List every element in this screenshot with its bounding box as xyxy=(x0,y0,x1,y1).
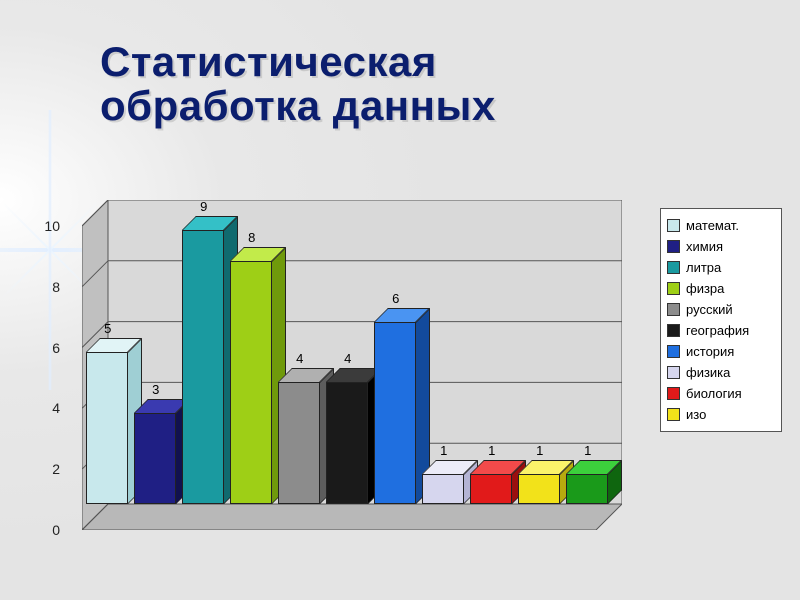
legend-swatch xyxy=(667,303,680,316)
bar-value-label: 1 xyxy=(440,443,447,458)
bar: 4 xyxy=(326,382,368,504)
bar-value-label: 9 xyxy=(200,199,207,214)
legend-item: изо xyxy=(667,404,775,425)
legend-item: математ. xyxy=(667,215,775,236)
bars-container: 53984461111 xyxy=(82,200,622,504)
bar: 1 xyxy=(518,474,560,504)
legend-swatch xyxy=(667,387,680,400)
legend-item: химия xyxy=(667,236,775,257)
bar-value-label: 4 xyxy=(344,351,351,366)
legend-swatch xyxy=(667,240,680,253)
legend-swatch xyxy=(667,408,680,421)
bar: 5 xyxy=(86,352,128,504)
bar-value-label: 1 xyxy=(584,443,591,458)
legend-label: география xyxy=(686,323,749,338)
bar: 3 xyxy=(134,413,176,504)
bar: 6 xyxy=(374,322,416,504)
legend-item: литра xyxy=(667,257,775,278)
bar-value-label: 8 xyxy=(248,230,255,245)
bar: 8 xyxy=(230,261,272,504)
bar-value-label: 6 xyxy=(392,291,399,306)
legend-swatch xyxy=(667,324,680,337)
bar: 1 xyxy=(422,474,464,504)
bar-value-label: 4 xyxy=(296,351,303,366)
y-tick-label: 2 xyxy=(30,461,60,477)
bar-chart-3d: 53984461111 0246810 xyxy=(30,200,640,570)
bar-value-label: 3 xyxy=(152,382,159,397)
legend-item: история xyxy=(667,341,775,362)
legend-item: физика xyxy=(667,362,775,383)
bar: 1 xyxy=(470,474,512,504)
bar-value-label: 1 xyxy=(488,443,495,458)
legend-label: математ. xyxy=(686,218,739,233)
legend-item: русский xyxy=(667,299,775,320)
legend-swatch xyxy=(667,282,680,295)
bar-value-label: 1 xyxy=(536,443,543,458)
legend-swatch xyxy=(667,345,680,358)
y-tick-label: 4 xyxy=(30,400,60,416)
bar-value-label: 5 xyxy=(104,321,111,336)
bar: 4 xyxy=(278,382,320,504)
y-tick-label: 0 xyxy=(30,522,60,538)
legend-label: литра xyxy=(686,260,721,275)
legend-label: история xyxy=(686,344,734,359)
legend-item: география xyxy=(667,320,775,341)
legend-label: изо xyxy=(686,407,706,422)
slide-title: Статистическая обработка данных xyxy=(100,40,496,128)
plot-area: 53984461111 0246810 xyxy=(82,200,622,530)
legend-label: физра xyxy=(686,281,724,296)
legend-item: физра xyxy=(667,278,775,299)
y-tick-label: 8 xyxy=(30,279,60,295)
legend-label: биология xyxy=(686,386,742,401)
legend-label: русский xyxy=(686,302,733,317)
legend-label: химия xyxy=(686,239,723,254)
title-line-1: Статистическая xyxy=(100,40,496,84)
bar: 9 xyxy=(182,230,224,504)
bar: 1 xyxy=(566,474,608,504)
legend-label: физика xyxy=(686,365,730,380)
y-tick-label: 10 xyxy=(30,218,60,234)
legend-swatch xyxy=(667,366,680,379)
legend-swatch xyxy=(667,219,680,232)
legend-item: биология xyxy=(667,383,775,404)
title-line-2: обработка данных xyxy=(100,84,496,128)
y-tick-label: 6 xyxy=(30,340,60,356)
legend: математ. химия литра физра русский география и… xyxy=(660,208,782,432)
legend-swatch xyxy=(667,261,680,274)
